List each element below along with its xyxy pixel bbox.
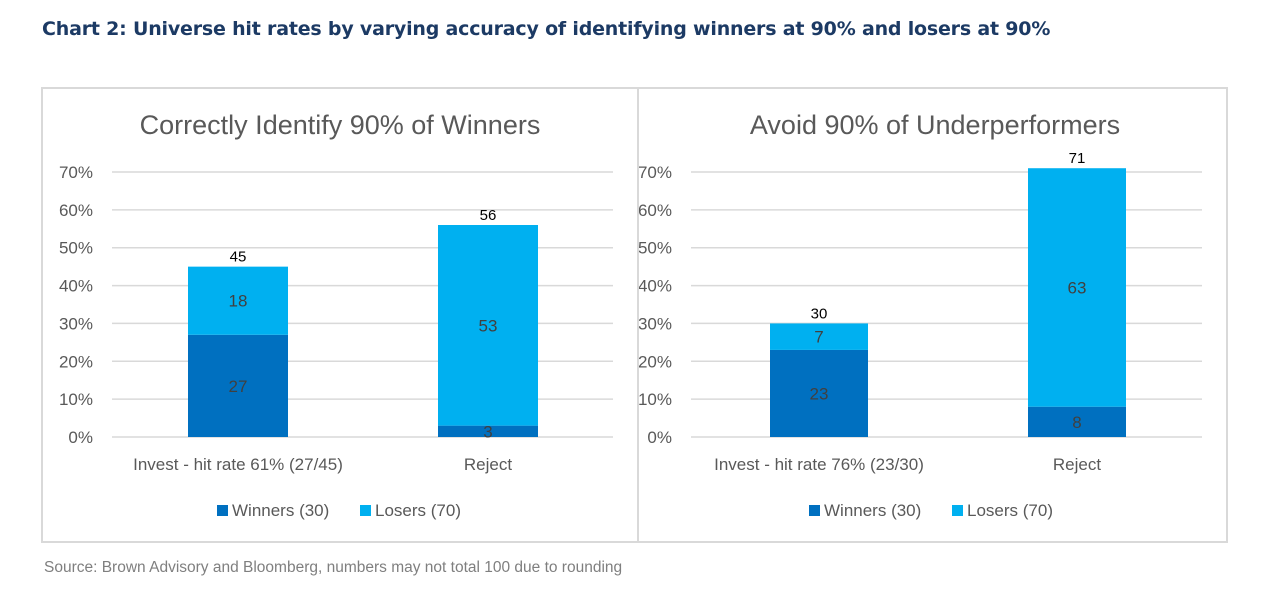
segment-value-label: 53: [479, 316, 498, 335]
y-tick-label: 30%: [639, 314, 672, 333]
subchart-title: Avoid 90% of Underperformers: [750, 110, 1120, 140]
chart-svg-winners: Correctly Identify 90% of Winners 0% 10% 20…: [59, 110, 613, 520]
bar-segment-winners: [770, 349, 868, 437]
x-category-label: Reject: [1053, 455, 1101, 474]
segment-value-label: 63: [1068, 278, 1087, 297]
total-value-label: 56: [480, 207, 497, 224]
y-tick-label: 40%: [59, 277, 93, 296]
y-tick-label: 20%: [639, 352, 672, 371]
chart-svg-underperformers: Avoid 90% of Underperformers 0% 10% 20% 30% 4…: [639, 110, 1202, 520]
y-tick-label: 40%: [639, 277, 672, 296]
y-tick-label: 0%: [68, 428, 93, 447]
legend-swatch-losers: [952, 505, 963, 516]
total-value-label: 30: [811, 305, 828, 322]
segment-value-label: 18: [229, 292, 248, 311]
y-tick-label: 50%: [59, 239, 93, 258]
total-value-label: 45: [230, 249, 247, 266]
legend-label: Losers (70): [375, 501, 461, 520]
legend-label: Winners (30): [232, 501, 329, 520]
legend-swatch-winners: [217, 505, 228, 516]
y-tick-label: 60%: [639, 201, 672, 220]
legend-label: Losers (70): [967, 501, 1053, 520]
bar-segment-losers: [770, 323, 868, 350]
subchart-title: Correctly Identify 90% of Winners: [140, 110, 541, 140]
segment-value-label: 23: [810, 384, 829, 403]
bar-segment-winners: [438, 425, 538, 437]
bar-segment-winners: [1028, 406, 1126, 437]
total-value-label: 71: [1069, 150, 1086, 167]
bar-segment-losers: [438, 225, 538, 426]
y-tick-label: 10%: [59, 390, 93, 409]
x-category-label: Invest - hit rate 61% (27/45): [133, 455, 343, 474]
x-category-label: Reject: [464, 455, 512, 474]
chart-panel-underperformers: Avoid 90% of Underperformers 0% 10% 20% 30% 4…: [637, 87, 1228, 543]
y-tick-label: 10%: [639, 390, 672, 409]
source-note: Source: Brown Advisory and Bloomberg, nu…: [44, 559, 623, 576]
x-category-label: Invest - hit rate 76% (23/30): [714, 455, 924, 474]
y-tick-label: 60%: [59, 201, 93, 220]
bar-segment-losers: [1028, 168, 1126, 407]
legend-label: Winners (30): [824, 501, 921, 520]
chart-panel-winners: Correctly Identify 90% of Winners 0% 10% 20…: [41, 87, 639, 543]
bar-segment-winners: [188, 334, 288, 437]
chart-title: Chart 2: Universe hit rates by varying a…: [42, 18, 1051, 40]
y-tick-label: 70%: [639, 163, 672, 182]
legend-swatch-losers: [360, 505, 371, 516]
y-tick-label: 50%: [639, 239, 672, 258]
y-tick-label: 0%: [647, 428, 672, 447]
y-tick-label: 20%: [59, 352, 93, 371]
segment-value-label: 27: [229, 377, 248, 396]
segment-value-label: 7: [814, 328, 823, 347]
legend-swatch-winners: [809, 505, 820, 516]
y-tick-label: 30%: [59, 314, 93, 333]
segment-value-label: 8: [1072, 413, 1081, 432]
segment-value-label: 3: [483, 422, 492, 441]
y-tick-label: 70%: [59, 163, 93, 182]
bar-segment-losers: [188, 266, 288, 335]
